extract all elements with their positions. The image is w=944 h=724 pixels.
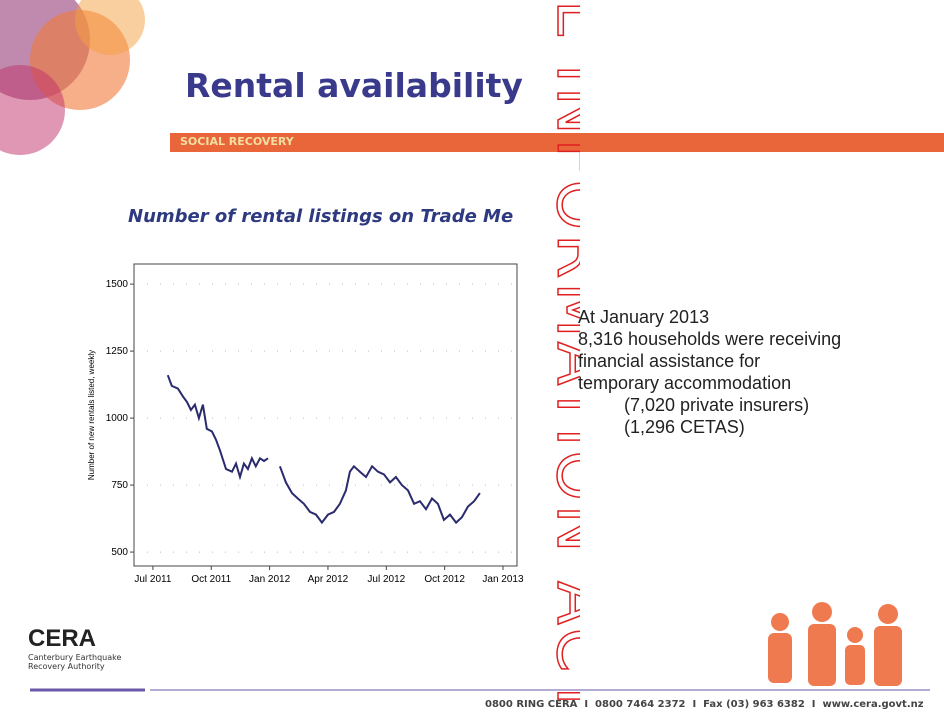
data-line xyxy=(168,375,480,522)
x-tick-label: Jan 2012 xyxy=(249,574,291,585)
x-tick-label: Jul 2011 xyxy=(134,574,172,585)
slide-title: Rental availability xyxy=(185,66,523,105)
x-tick-label: Oct 2011 xyxy=(191,574,231,585)
note-line: (1,296 CETAS) xyxy=(578,416,841,438)
watermark: L INFORMATION ACT xyxy=(520,0,580,724)
x-tick-label: Jan 2013 xyxy=(482,574,524,585)
logo-line: Canterbury Earthquake xyxy=(28,653,121,662)
y-axis-label: Number of new rentals listed, weekly xyxy=(87,350,96,480)
note-line: temporary accommodation xyxy=(578,372,841,394)
y-tick-label: 750 xyxy=(111,480,128,491)
y-tick-label: 500 xyxy=(111,547,128,558)
y-tick-label: 1500 xyxy=(106,279,129,290)
x-tick-label: Apr 2012 xyxy=(308,574,349,585)
watermark-text: L INFORMATION ACT xyxy=(542,0,580,719)
logo-name: CERA xyxy=(28,625,121,653)
note-line: financial assistance for xyxy=(578,350,841,372)
note-line: At January 2013 xyxy=(578,306,841,328)
logo: CERA Canterbury Earthquake Recovery Auth… xyxy=(28,625,121,671)
x-tick-label: Jul 2012 xyxy=(367,574,405,585)
y-tick-label: 1250 xyxy=(106,346,129,357)
people-icon xyxy=(760,600,910,690)
note: At January 2013 8,316 households were re… xyxy=(578,306,841,438)
slide: Rental availability SOCIAL RECOVERY Numb… xyxy=(0,0,944,724)
logo-line: Recovery Authority xyxy=(28,662,121,671)
note-line: (7,020 private insurers) xyxy=(578,394,841,416)
chart-title: Number of rental listings on Trade Me xyxy=(128,206,513,227)
chart: 500 750 1000 1250 1500 Jul 2011 Oct 2011 Jan 20… xyxy=(60,250,530,595)
x-tick-label: Oct 2012 xyxy=(424,574,465,585)
y-tick-label: 1000 xyxy=(106,413,129,424)
petal-decoration xyxy=(0,0,160,170)
section-label: SOCIAL RECOVERY xyxy=(180,135,294,148)
footer: 0800 RING CERA I 0800 7464 2372 I Fax (0… xyxy=(485,699,924,710)
note-line: 8,316 households were receiving xyxy=(578,328,841,350)
